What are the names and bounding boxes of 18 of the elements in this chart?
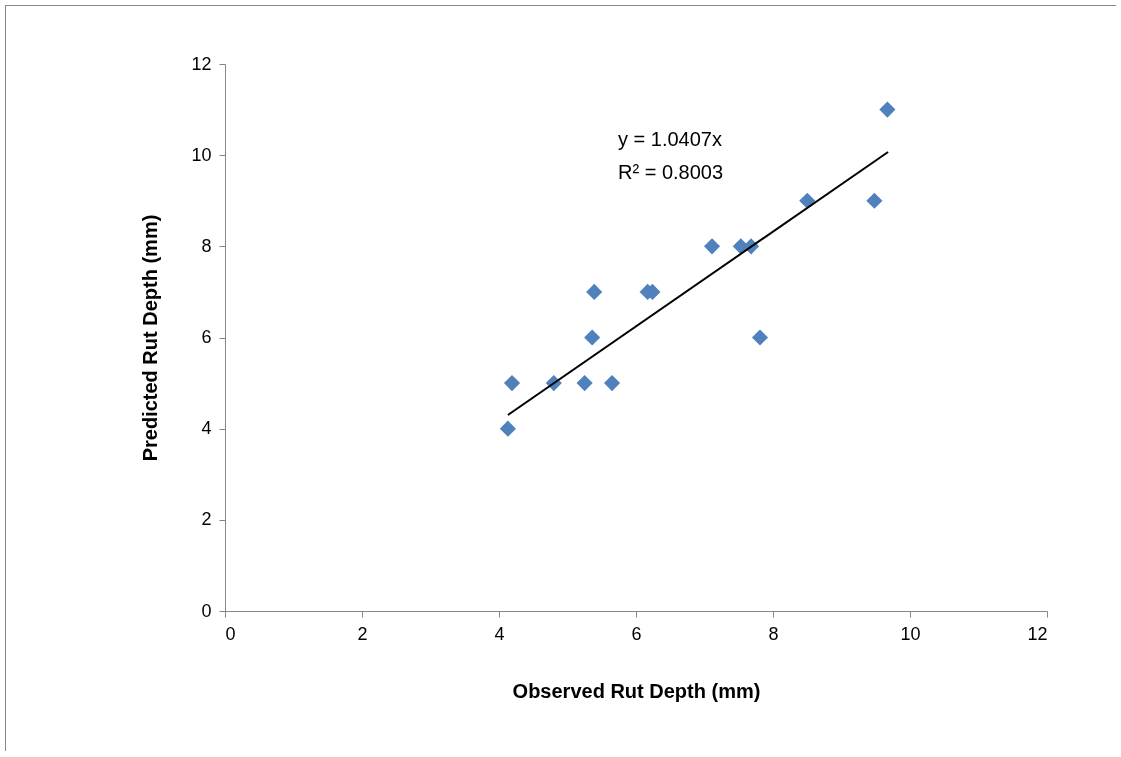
y-tick-label: 0 xyxy=(201,600,212,621)
x-tick-label: 6 xyxy=(631,623,642,644)
y-tick-label: 2 xyxy=(201,509,212,530)
y-tick-label: 12 xyxy=(191,53,212,74)
x-tick-label: 12 xyxy=(1027,623,1048,644)
y-tick-label: 6 xyxy=(201,327,212,347)
x-tick-label: 0 xyxy=(225,623,236,644)
y-tick-label: 10 xyxy=(191,144,212,165)
annotation: R² = 0.8003 xyxy=(618,161,724,183)
x-tick-label: 10 xyxy=(900,623,921,644)
x-tick-label: 8 xyxy=(768,623,779,644)
annotation: y = 1.0407x xyxy=(618,128,722,150)
x-tick-label: 4 xyxy=(494,623,505,644)
x-axis-title: Observed Rut Depth (mm) xyxy=(512,679,761,702)
y-tick-label: 4 xyxy=(201,418,212,439)
y-tick-label: 8 xyxy=(201,235,212,256)
x-tick-label: 2 xyxy=(357,623,368,644)
y-axis-title: Predicted Rut Depth (mm) xyxy=(139,214,162,462)
